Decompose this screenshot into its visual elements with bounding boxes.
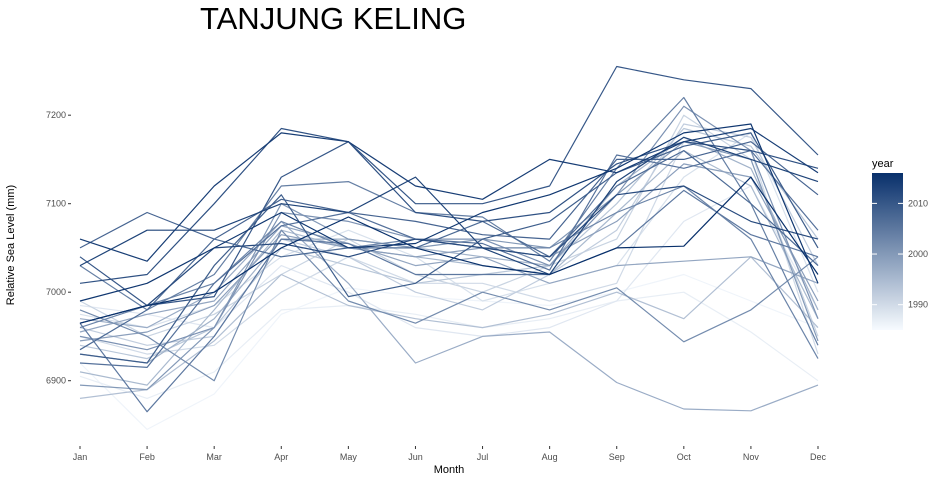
- series-layer: [79, 65, 819, 430]
- x-axis: Jan Feb Mar Apr May Jun Jul Aug Sep Oct Nov Dec: [73, 446, 827, 462]
- series-line-2005: [79, 189, 819, 413]
- x-axis-label: Month: [434, 464, 465, 476]
- colorbar-tick-label: 2000: [908, 249, 928, 259]
- x-tick-label: Mar: [206, 452, 222, 462]
- series-line-2010: [79, 65, 819, 307]
- series-line-2006: [79, 150, 819, 368]
- x-tick-label: Sep: [609, 452, 625, 462]
- colorbar-tick-label: 1990: [908, 300, 928, 310]
- x-tick-label: Oct: [677, 452, 692, 462]
- series-line-1997: [79, 220, 819, 412]
- series-line-2013: [79, 136, 819, 276]
- x-tick-label: Dec: [810, 452, 827, 462]
- x-tick-label: Nov: [743, 452, 760, 462]
- x-tick-label: May: [340, 452, 358, 462]
- x-tick-label: Aug: [542, 452, 558, 462]
- series-line-1987: [79, 291, 819, 399]
- y-axis-label: Relative Sea Level (mm): [5, 185, 17, 305]
- x-tick-label: Jul: [477, 452, 489, 462]
- series-line-2016: [79, 176, 819, 324]
- colorbar-tick-label: 2010: [908, 198, 928, 208]
- series-line-2015: [79, 123, 819, 302]
- series-line-1996: [79, 136, 819, 364]
- series-line-2012: [79, 185, 819, 324]
- series-line-2007: [79, 150, 819, 351]
- series-line-2008: [79, 141, 819, 249]
- x-tick-label: Jun: [408, 452, 423, 462]
- series-line-2000: [79, 141, 819, 391]
- y-tick-label: 6900: [46, 376, 66, 386]
- y-axis: 6900 7000 7100 7200: [46, 110, 71, 386]
- series-line-2004: [79, 96, 819, 346]
- series-line-1986: [79, 273, 819, 430]
- y-tick-label: 7000: [46, 287, 66, 297]
- legend-title: year: [872, 158, 894, 170]
- series-line-1991: [79, 114, 819, 337]
- x-tick-label: Feb: [139, 452, 155, 462]
- colorbar: [872, 173, 903, 330]
- colorbar-legend: year 1990 2000 2010: [872, 158, 928, 330]
- series-line-1994: [79, 256, 819, 399]
- y-tick-label: 7100: [46, 199, 66, 209]
- series-line-2011: [79, 127, 819, 284]
- series-line-1999: [79, 163, 819, 342]
- y-tick-label: 7200: [46, 110, 66, 120]
- series-line-2014: [79, 127, 819, 262]
- colorbar-ticks: 1990 2000 2010: [872, 198, 928, 310]
- chart-title: TANJUNG KELING: [200, 1, 466, 36]
- series-line-2001: [79, 105, 819, 351]
- series-line-2002: [79, 229, 819, 382]
- series-line-2009: [79, 132, 819, 364]
- x-tick-label: Jan: [73, 452, 88, 462]
- x-tick-label: Apr: [274, 452, 288, 462]
